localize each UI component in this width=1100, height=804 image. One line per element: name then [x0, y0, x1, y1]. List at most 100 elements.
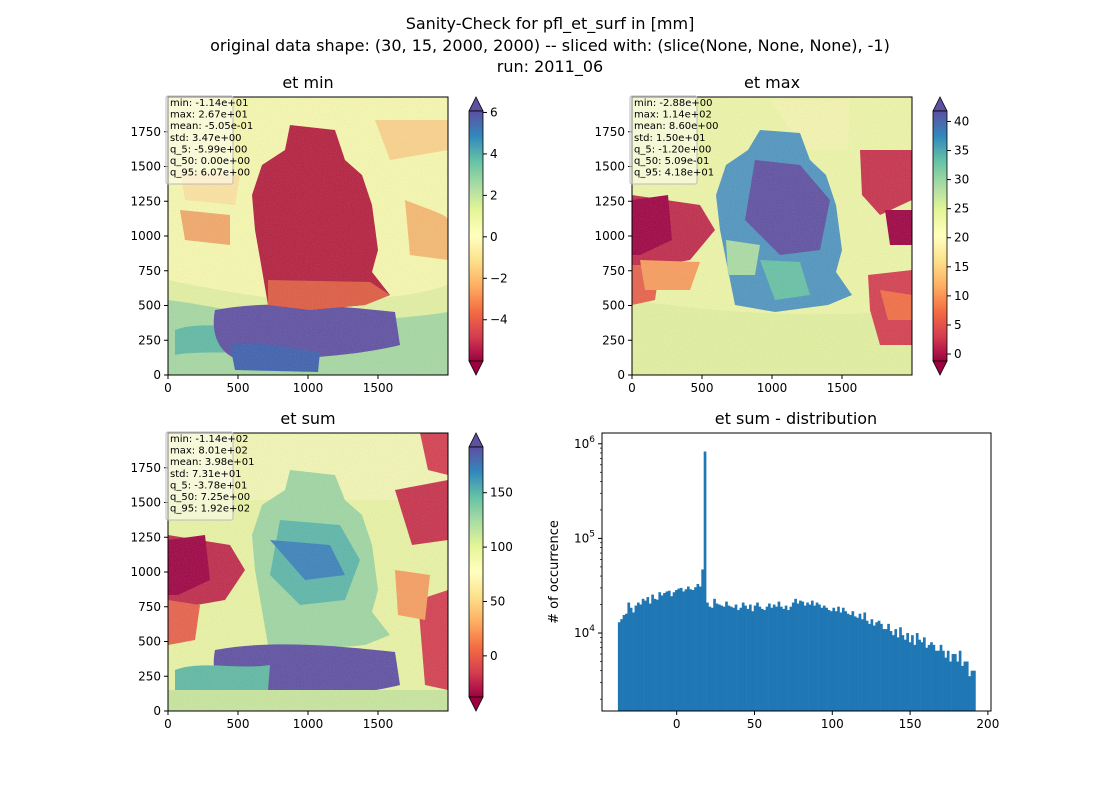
panel-et-sum-distribution: et sum - distribution 0 50 100 150 200 10410… — [547, 409, 999, 731]
histogram-bar — [899, 627, 902, 711]
histogram-bar — [815, 602, 819, 711]
histogram-bar — [698, 586, 702, 711]
histogram-bar — [772, 604, 776, 711]
x-tick-label: 500 — [227, 717, 250, 731]
histogram-bar — [903, 639, 907, 711]
histogram-bar — [953, 654, 957, 711]
colorbar-et-sum: 0 50 100 150 — [468, 432, 513, 712]
histogram-bar — [803, 605, 807, 711]
histogram-bar — [684, 589, 688, 711]
x-axis-et-min: 0 500 1000 1500 — [164, 375, 393, 395]
histogram-bar — [946, 650, 950, 711]
histogram-bar — [961, 665, 964, 711]
stats-box-background — [165, 431, 234, 521]
colorbar-et-min: −4 −2 0 2 4 6 — [468, 96, 508, 376]
histogram-bar — [765, 606, 769, 711]
histogram-bar — [787, 610, 790, 711]
y-axis-distribution: 104 105 106 — [574, 435, 602, 700]
histogram-bar — [658, 592, 662, 711]
x-tick-label: 1000 — [293, 717, 324, 731]
panel-et-max: et max 0 500 1000 1500 02505007501000125015… — [594, 73, 969, 395]
histogram-bar — [934, 650, 938, 711]
histogram-bar — [939, 644, 943, 711]
stats-line: std: 1.50e+01 — [634, 133, 706, 144]
y-tick-label: 1750 — [594, 125, 625, 139]
histogram-bar — [801, 601, 805, 711]
histogram-bar — [901, 635, 905, 711]
histogram-bar — [775, 606, 778, 711]
histogram-bar — [789, 606, 793, 711]
stats-line: q_95: 1.92e+02 — [170, 504, 250, 515]
histogram-bar — [837, 606, 840, 711]
stats-line: std: 7.31e+01 — [170, 469, 242, 480]
y-tick-label: 250 — [602, 333, 625, 347]
histogram-bar — [777, 601, 781, 711]
histogram-bar — [863, 612, 867, 711]
histogram-bar — [827, 610, 831, 711]
stats-line: q_50: 0.00e+00 — [170, 156, 250, 167]
colorbar-gradient — [468, 110, 484, 362]
colorbar-extend-top — [932, 96, 948, 112]
histogram-bar — [713, 598, 716, 711]
histogram-bar — [751, 611, 755, 711]
histogram-bar — [779, 606, 783, 711]
y-tick-label: 106 — [574, 435, 595, 451]
histogram-bar — [813, 605, 817, 711]
histogram-bar — [922, 637, 926, 711]
y-tick-label: 1000 — [594, 229, 625, 243]
y-axis-label-distribution: # of occurrence — [547, 520, 562, 624]
histogram-bar — [746, 608, 750, 711]
colorbar-tick-label: 40 — [954, 114, 969, 128]
histogram-bar — [703, 451, 707, 711]
x-tick-label: 100 — [821, 717, 844, 731]
histogram-bar — [691, 589, 695, 711]
y-tick-label: 0 — [153, 704, 161, 718]
histogram-bar — [770, 607, 774, 711]
stats-line: q_95: 4.18e+01 — [634, 168, 714, 179]
x-tick-label: 1500 — [827, 381, 858, 395]
histogram-bar — [710, 607, 714, 711]
y-tick-label: 250 — [138, 669, 161, 683]
x-axis-distribution: 0 50 100 150 200 — [673, 711, 999, 731]
colorbar-tick-label: 25 — [954, 202, 969, 216]
colorbar-tick-label: 50 — [490, 594, 505, 608]
histogram-bar — [744, 605, 747, 711]
histogram-bar — [820, 607, 824, 711]
histogram-bar — [882, 629, 886, 711]
y-tick-label: 500 — [138, 299, 161, 313]
histogram-bar — [925, 647, 929, 711]
histogram-bar — [930, 642, 933, 711]
y-tick-label: 0 — [617, 368, 625, 382]
histogram-bar — [858, 613, 862, 711]
histogram-bar — [760, 608, 764, 711]
stats-line: q_5: -5.99e+00 — [170, 144, 247, 155]
y-tick-label: 1000 — [130, 565, 161, 579]
stats-line: mean: -5.05e-01 — [170, 121, 253, 132]
histogram-bar — [768, 603, 771, 711]
histogram-bar — [739, 607, 743, 711]
histogram-bar — [617, 622, 621, 711]
histogram-bar — [884, 629, 888, 711]
histogram-bar — [865, 620, 869, 711]
stats-box-background — [165, 95, 234, 185]
histogram-bar — [639, 604, 643, 711]
stats-line: q_95: 6.07e+00 — [170, 168, 250, 179]
histogram-bar — [851, 611, 855, 711]
colorbar-tick-label: 20 — [954, 231, 969, 245]
colorbar-gradient — [468, 446, 484, 698]
stats-line: q_50: 5.09e-01 — [634, 156, 709, 167]
y-tick-label: 105 — [574, 529, 595, 545]
histogram-bar — [889, 631, 893, 711]
histogram-bar — [667, 590, 671, 711]
colorbar-tick-label: 2 — [490, 188, 498, 202]
histogram-bar — [942, 650, 945, 711]
panel-title-et-min: et min — [282, 73, 333, 92]
histogram-bar — [756, 602, 759, 711]
histogram-bar — [727, 605, 731, 711]
histogram-bar — [644, 600, 647, 711]
histogram-bar — [868, 623, 871, 711]
stats-line: mean: 3.98e+01 — [170, 457, 254, 468]
stats-line: std: 3.47e+00 — [170, 133, 242, 144]
histogram-bar — [794, 598, 797, 711]
